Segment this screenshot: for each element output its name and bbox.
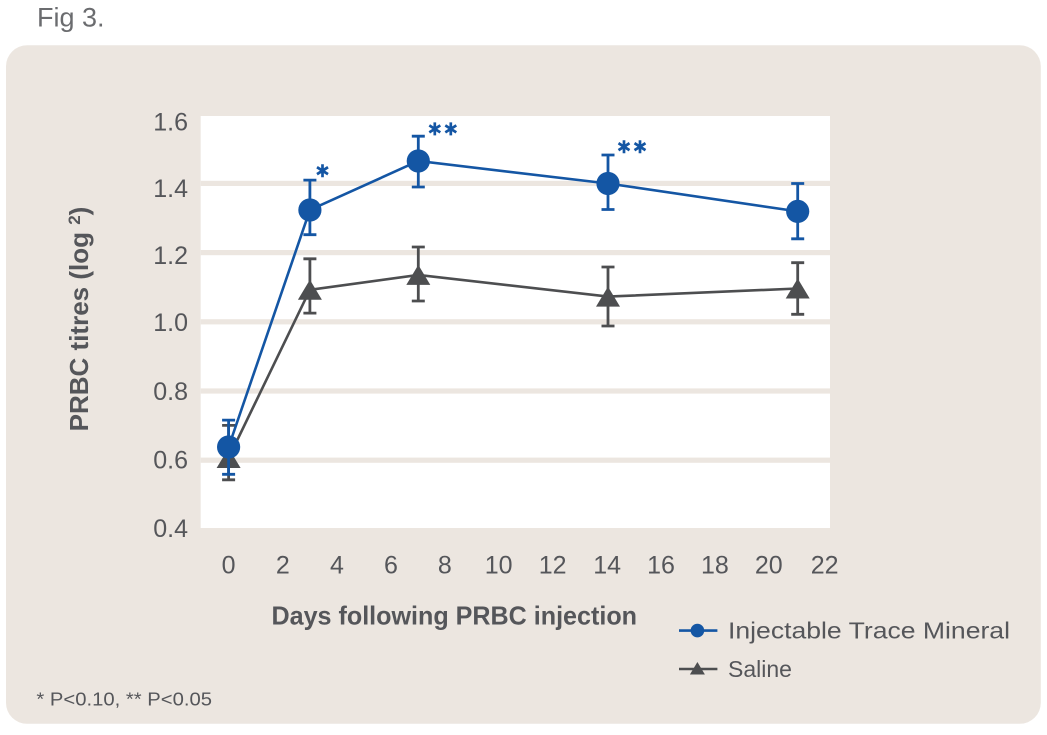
svg-text:1.2: 1.2 — [153, 242, 188, 270]
svg-text:Days following PRBC injection: Days following PRBC injection — [272, 601, 638, 631]
svg-text:1.6: 1.6 — [153, 109, 188, 137]
svg-text:18: 18 — [701, 552, 729, 580]
svg-text:6: 6 — [384, 552, 398, 580]
svg-text:0.6: 0.6 — [153, 447, 188, 475]
svg-text:16: 16 — [647, 552, 675, 580]
svg-text:Injectable Trace Mineral: Injectable Trace Mineral — [728, 618, 1010, 644]
svg-text:0.8: 0.8 — [153, 378, 188, 406]
svg-text:PRBC titres (log 2): PRBC titres (log 2) — [64, 207, 94, 432]
svg-text:22: 22 — [811, 552, 839, 580]
svg-text:1.0: 1.0 — [153, 309, 188, 337]
svg-text:0.4: 0.4 — [153, 515, 188, 543]
svg-text:20: 20 — [755, 552, 783, 580]
svg-text:10: 10 — [485, 552, 513, 580]
svg-text:0: 0 — [222, 552, 236, 580]
svg-text:2: 2 — [276, 552, 290, 580]
svg-text:Fig 3.: Fig 3. — [37, 3, 105, 33]
svg-text:8: 8 — [438, 552, 452, 580]
svg-text:1.4: 1.4 — [153, 175, 188, 203]
svg-text:* P<0.10, ** P<0.05: * P<0.10, ** P<0.05 — [36, 690, 212, 710]
svg-text:12: 12 — [539, 552, 567, 580]
svg-text:14: 14 — [593, 552, 621, 580]
svg-text:Saline: Saline — [728, 656, 792, 682]
svg-text:4: 4 — [330, 552, 344, 580]
